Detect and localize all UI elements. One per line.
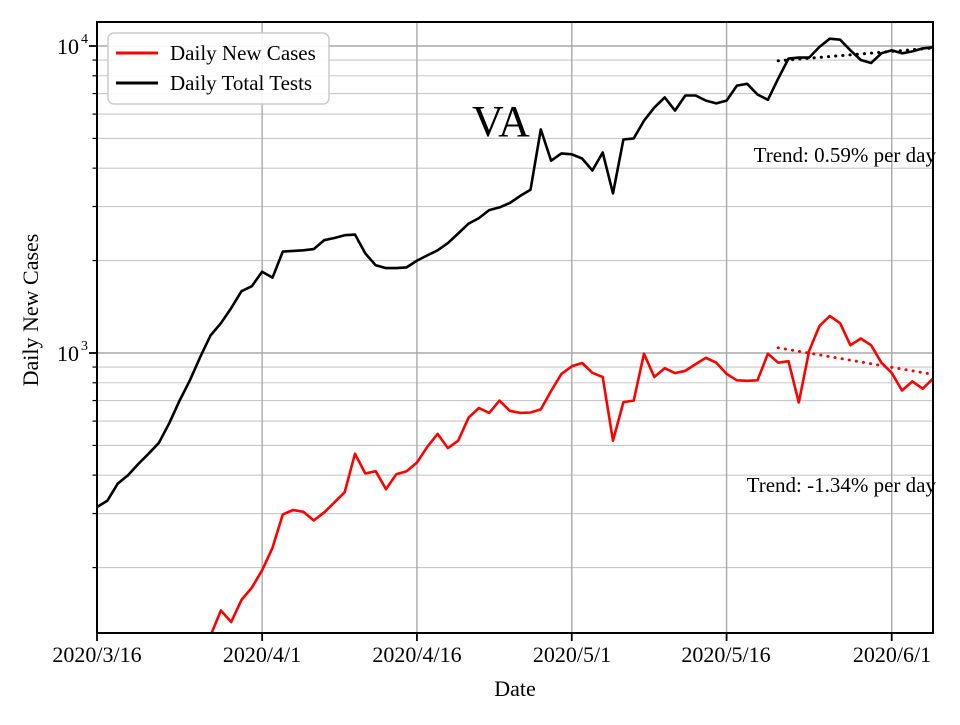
legend-label-tests: Daily Total Tests (170, 71, 312, 95)
cases-trend-annotation: Trend: -1.34% per day (747, 473, 937, 497)
x-axis-tick-labels: 2020/3/16 2020/4/1 2020/4/16 2020/5/1 20… (52, 642, 931, 667)
x-tick-label: 2020/5/16 (681, 642, 770, 667)
y-tick-label-base: 10 (57, 341, 79, 366)
state-annotation: VA (472, 97, 530, 146)
grid-layer (96, 22, 933, 633)
legend: Daily New Cases Daily Total Tests (107, 32, 330, 105)
x-axis-title: Date (494, 676, 536, 701)
legend-box (107, 32, 330, 105)
y-axis-tick-labels: 10 4 10 3 (57, 32, 88, 366)
tests-trend-annotation: Trend: 0.59% per day (754, 143, 937, 167)
y-tick-label-exponent: 4 (81, 32, 88, 47)
series-layer (97, 37, 933, 633)
x-tick-label: 2020/4/16 (372, 642, 461, 667)
axes-layer (89, 21, 934, 641)
x-tick-label: 2020/4/1 (223, 642, 301, 667)
y-tick-label-exponent: 3 (81, 339, 88, 354)
trend-lines-layer (776, 46, 933, 376)
x-tick-label: 2020/3/16 (52, 642, 141, 667)
x-tick-label: 2020/6/1 (853, 642, 931, 667)
x-tick-label: 2020/5/1 (533, 642, 611, 667)
y-tick-label-base: 10 (57, 34, 79, 59)
legend-label-cases: Daily New Cases (170, 41, 316, 65)
y-axis-title: Daily New Cases (18, 234, 43, 387)
